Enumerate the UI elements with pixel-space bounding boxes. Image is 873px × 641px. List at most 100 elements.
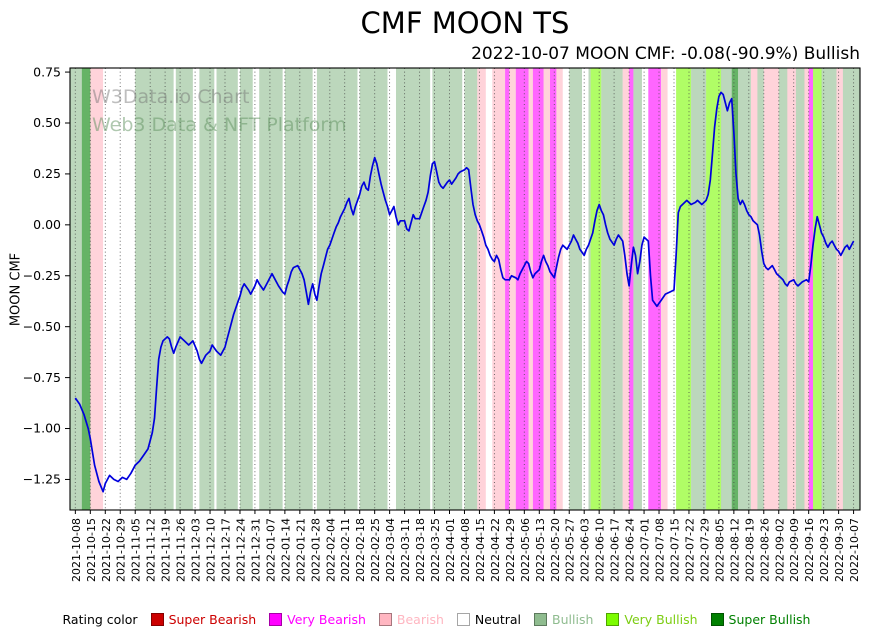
x-tick-label: 2022-05-20 <box>549 518 562 582</box>
rating-band-bullish <box>359 68 388 510</box>
x-tick-label: 2022-03-25 <box>429 518 442 582</box>
x-tick-label: 2022-07-15 <box>668 518 681 582</box>
y-tick-label: −0.25 <box>23 268 61 283</box>
x-tick-label: 2021-12-10 <box>205 518 218 582</box>
rating-band-super_bullish <box>731 68 739 510</box>
rating-band-bearish <box>90 68 104 510</box>
y-tick-label: −0.75 <box>23 370 61 385</box>
rating-band-bullish <box>569 68 582 510</box>
rating-band-bearish <box>492 68 506 510</box>
rating-band-neutral <box>462 68 465 510</box>
x-tick-label: 2021-10-08 <box>70 518 83 582</box>
rating-band-bearish <box>836 68 843 510</box>
rating-band-very_bearish <box>515 68 529 510</box>
x-tick-label: 2022-08-12 <box>728 518 741 582</box>
x-tick-label: 2021-11-19 <box>160 518 173 582</box>
legend-item: Bullish <box>534 612 593 627</box>
rating-band-bullish <box>588 68 591 510</box>
rating-band-bullish <box>633 68 642 510</box>
rating-band-bearish <box>804 68 809 510</box>
legend-title: Rating color <box>62 612 138 627</box>
rating-band-bullish <box>70 68 82 510</box>
legend-swatch-icon <box>710 613 724 626</box>
x-tick-label: 2022-06-10 <box>594 518 607 582</box>
cmf-line-series <box>74 91 855 493</box>
rating-band-neutral <box>173 68 176 510</box>
rating-band-neutral <box>192 68 200 510</box>
rating-band-very_bearish <box>505 68 510 510</box>
plot-area: 0.75 0.50 0.25 0.00 −0.25 −0.50 −0.75 −1.00 −1.2… <box>23 64 861 582</box>
rating-band-bullish <box>778 68 788 510</box>
x-tick-label: 2021-12-24 <box>234 518 247 582</box>
rating-band-very_bullish <box>676 68 692 510</box>
x-tick-label: 2022-07-08 <box>654 518 667 582</box>
rating-band-very_bearish <box>532 68 544 510</box>
x-tick-label: 2021-12-03 <box>190 518 203 582</box>
x-tick-label: 2022-04-15 <box>474 518 487 582</box>
rating-band-bearish <box>751 68 758 510</box>
x-tick-label: 2022-09-09 <box>788 518 801 582</box>
x-tick-label: 2021-12-17 <box>220 518 233 582</box>
x-tick-label: 2022-07-29 <box>698 518 711 582</box>
legend-swatch-icon <box>534 613 548 626</box>
legend-item-label: Bullish <box>552 612 594 627</box>
y-tick-label: 0.75 <box>33 64 61 79</box>
rating-band-bullish <box>396 68 431 510</box>
x-tick-label: 2021-10-22 <box>100 518 113 582</box>
x-tick-label: 2022-04-29 <box>504 518 517 582</box>
rating-band-bullish <box>216 68 238 510</box>
x-tick-label: 2022-03-18 <box>414 518 427 582</box>
rating-band-neutral <box>312 68 317 510</box>
legend-swatch-icon <box>606 613 620 626</box>
rating-band-very_bearish <box>629 68 634 510</box>
x-tick-label: 2022-10-07 <box>848 518 861 582</box>
x-tick-label: 2022-02-04 <box>324 518 337 582</box>
rating-band-neutral <box>214 68 217 510</box>
rating-band-bullish <box>240 68 253 510</box>
legend-item: Very Bullish <box>606 612 698 627</box>
legend: Rating color Super Bearish Very Bearish Be… <box>0 612 873 627</box>
x-tick-label: 2021-10-15 <box>85 518 98 582</box>
legend-item-label: Super Bearish <box>168 612 257 627</box>
rating-band-bearish <box>543 68 550 510</box>
rating-band-bearish <box>787 68 796 510</box>
rating-band-neutral <box>430 68 433 510</box>
rating-band-very_bullish <box>813 68 822 510</box>
rating-band-bullish <box>284 68 313 510</box>
legend-item: Neutral <box>456 612 521 627</box>
rating-band-neutral <box>485 68 493 510</box>
rating-band-bullish <box>135 68 174 510</box>
legend-swatch-icon <box>150 613 164 626</box>
rating-band-bearish <box>763 68 779 510</box>
x-tick-label: 2022-03-11 <box>399 518 412 582</box>
y-axis-label: MOON CMF <box>8 252 24 327</box>
chart-title: CMF MOON TS <box>360 6 570 40</box>
x-tick-label: 2022-01-14 <box>279 518 292 582</box>
x-tick-label: 2022-01-28 <box>309 518 322 582</box>
x-tick-label: 2022-02-18 <box>354 518 367 582</box>
y-tick-label: −0.50 <box>23 319 61 334</box>
rating-band-bullish <box>259 68 283 510</box>
rating-band-neutral <box>282 68 285 510</box>
rating-band-neutral <box>562 68 570 510</box>
legend-item-label: Bearish <box>396 612 444 627</box>
rating-band-bullish <box>691 68 707 510</box>
x-tick-label: 2021-10-29 <box>115 518 128 582</box>
rating-band-bearish <box>477 68 486 510</box>
x-tick-label: 2021-11-05 <box>130 518 143 582</box>
rating-band-bullish <box>432 68 463 510</box>
rating-band-neutral <box>641 68 649 510</box>
legend-items: Super Bearish Very Bearish Bearish Neutral B… <box>150 612 810 627</box>
x-tick-label: 2022-04-22 <box>489 518 502 582</box>
x-tick-label: 2021-12-31 <box>249 518 262 582</box>
rating-band-bullish <box>757 68 764 510</box>
x-tick-label: 2022-04-08 <box>459 518 472 582</box>
x-tick-label: 2022-07-01 <box>639 518 652 582</box>
rating-band-bullish <box>199 68 215 510</box>
rating-band-bearish <box>528 68 533 510</box>
rating-band-super_bullish <box>81 68 91 510</box>
plot-frame <box>69 67 861 511</box>
rating-bands <box>70 68 860 510</box>
x-tick-label: 2022-07-22 <box>683 518 696 582</box>
y-tick-label: 0.00 <box>33 217 61 232</box>
